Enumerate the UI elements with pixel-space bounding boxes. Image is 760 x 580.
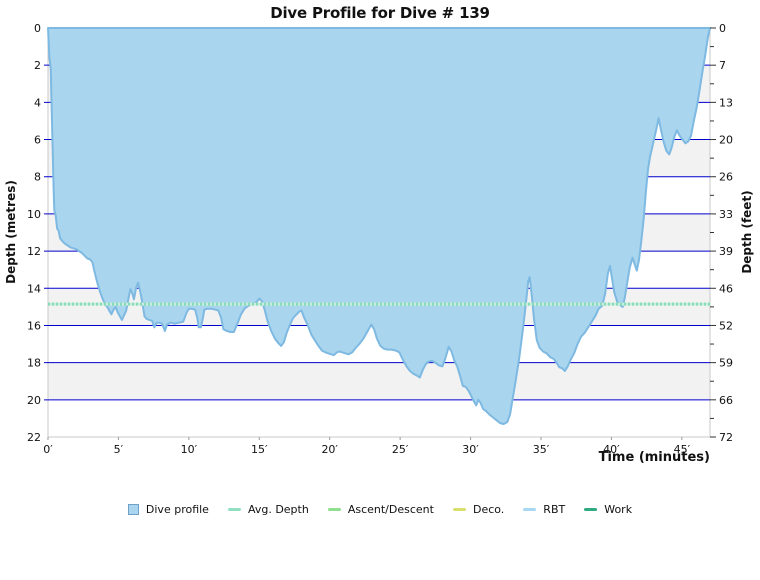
tick-label-metres: 18 bbox=[27, 357, 41, 370]
tick-label-metres: 4 bbox=[34, 96, 41, 109]
tick-label-metres: 6 bbox=[34, 134, 41, 147]
legend-swatch-dash bbox=[227, 508, 241, 511]
y-axis-label-feet: Depth (feet) bbox=[740, 190, 754, 274]
tick-labels: 0246810121416182022071320263339465259667… bbox=[27, 22, 733, 456]
tick-label-feet: 33 bbox=[719, 208, 733, 221]
tick-label-time: 45′ bbox=[674, 443, 691, 456]
legend-swatch-square bbox=[127, 504, 139, 515]
depth-band bbox=[48, 362, 710, 400]
axis-ticks bbox=[47, 27, 716, 440]
tick-label-time: 25′ bbox=[392, 443, 409, 456]
tick-label-metres: 22 bbox=[27, 431, 41, 444]
tick-label-time: 5′ bbox=[114, 443, 124, 456]
tick-label-time: 30′ bbox=[462, 443, 479, 456]
tick-label-feet: 46 bbox=[719, 282, 733, 295]
chart-title: Dive Profile for Dive # 139 bbox=[270, 4, 490, 22]
tick-label-feet: 7 bbox=[719, 59, 726, 72]
y-axis-label-metres: Depth (metres) bbox=[4, 180, 18, 284]
legend-swatch-dash bbox=[523, 508, 537, 511]
tick-label-feet: 39 bbox=[719, 245, 733, 258]
tick-label-feet: 52 bbox=[719, 319, 733, 332]
legend-item: RBT bbox=[523, 503, 565, 516]
legend-swatch-dash bbox=[584, 508, 598, 511]
chart-legend: Dive profile Avg. Depth Ascent/Descent Deco… bbox=[0, 503, 760, 516]
tick-label-time: 35′ bbox=[533, 443, 550, 456]
x-axis-label: Time (minutes) bbox=[598, 450, 710, 465]
tick-label-metres: 12 bbox=[27, 245, 41, 258]
dive-profile-area bbox=[47, 27, 711, 425]
legend-item: Deco. bbox=[452, 503, 505, 516]
legend-label: Ascent/Descent bbox=[347, 503, 434, 516]
tick-label-feet: 59 bbox=[719, 357, 733, 370]
legend-label: Dive profile bbox=[145, 503, 209, 516]
tick-label-feet: 20 bbox=[719, 134, 733, 147]
legend-swatch-dash bbox=[452, 508, 466, 511]
tick-label-metres: 10 bbox=[27, 208, 41, 221]
legend-item: Avg. Depth bbox=[227, 503, 309, 516]
legend-label: Work bbox=[604, 503, 633, 516]
legend-swatch-dash bbox=[327, 508, 341, 511]
legend-label: Avg. Depth bbox=[247, 503, 309, 516]
legend-label: RBT bbox=[543, 503, 566, 516]
dive-profile-chart: 0246810121416182022071320263339465259667… bbox=[27, 22, 733, 456]
tick-label-time: 40′ bbox=[603, 443, 620, 456]
tick-label-feet: 66 bbox=[719, 394, 733, 407]
tick-label-time: 0′ bbox=[43, 443, 53, 456]
legend-item: Ascent/Descent bbox=[327, 503, 434, 516]
tick-label-feet: 26 bbox=[719, 171, 733, 184]
tick-label-feet: 72 bbox=[719, 431, 733, 444]
tick-label-metres: 8 bbox=[34, 171, 41, 184]
tick-label-metres: 14 bbox=[27, 282, 41, 295]
tick-label-metres: 16 bbox=[27, 319, 41, 332]
tick-label-time: 20′ bbox=[321, 443, 338, 456]
tick-label-metres: 2 bbox=[34, 59, 41, 72]
tick-label-metres: 0 bbox=[34, 22, 41, 35]
legend-label: Deco. bbox=[472, 503, 505, 516]
tick-label-metres: 20 bbox=[27, 394, 41, 407]
legend-item: Dive profile bbox=[127, 503, 209, 516]
legend-item: Work bbox=[584, 503, 632, 516]
tick-label-time: 10′ bbox=[181, 443, 198, 456]
tick-label-feet: 13 bbox=[719, 96, 733, 109]
tick-label-feet: 0 bbox=[719, 22, 726, 35]
tick-label-time: 15′ bbox=[251, 443, 268, 456]
